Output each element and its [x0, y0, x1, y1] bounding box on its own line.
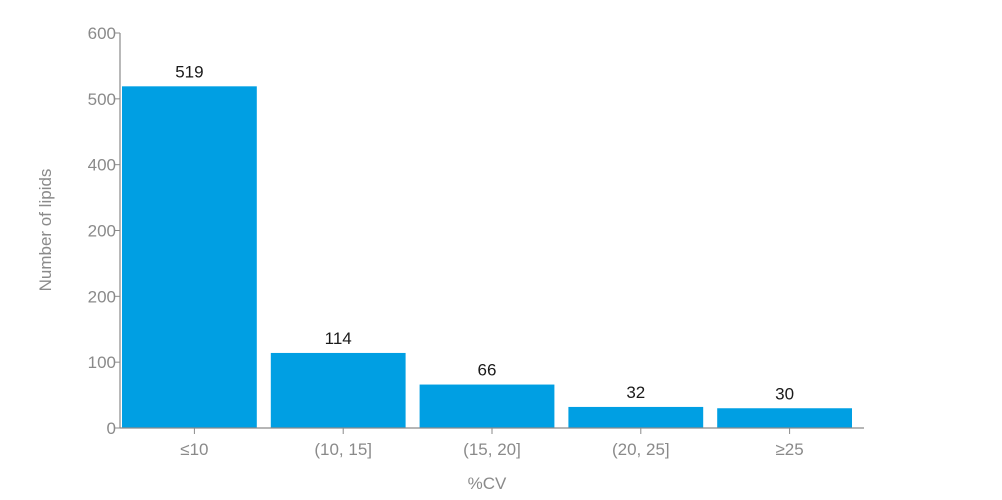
x-ticks-layer: ≤10 (10, 15] (15, 20] (20, 25] ≥25: [180, 428, 804, 459]
bar-value-label-1: 114: [325, 329, 352, 348]
x-tick-label-2: (15, 20]: [463, 440, 521, 459]
bar-2: [419, 384, 555, 428]
x-tick-label-1: (10, 15]: [314, 440, 372, 459]
x-axis-title: %CV: [468, 474, 507, 493]
y-tick-label-1: 100: [88, 353, 116, 372]
y-axis-title: Number of lipids: [36, 169, 55, 292]
bar-3: [568, 406, 704, 428]
x-tick-label-3: (20, 25]: [612, 440, 670, 459]
y-tick-label-5: 500: [88, 90, 116, 109]
y-ticks-layer: 0 100 200 200 400 500 600: [88, 24, 120, 438]
bar-1: [270, 352, 406, 428]
y-tick-label-0: 0: [107, 419, 116, 438]
bars-layer: [122, 86, 852, 428]
bar-value-label-4: 30: [775, 384, 794, 403]
bar-4: [717, 408, 852, 428]
bar-value-label-2: 66: [478, 361, 497, 380]
y-tick-label-2: 200: [88, 287, 116, 306]
bar-0: [122, 86, 257, 428]
x-tick-label-0: ≤10: [180, 440, 208, 459]
data-labels-layer: 519 114 66 32 30: [175, 62, 794, 403]
y-tick-label-3: 200: [88, 222, 116, 241]
y-tick-label-4: 400: [88, 156, 116, 175]
bar-value-label-0: 519: [175, 62, 203, 81]
x-tick-label-4: ≥25: [775, 440, 803, 459]
y-tick-label-6: 600: [88, 24, 116, 43]
bar-value-label-3: 32: [626, 383, 645, 402]
